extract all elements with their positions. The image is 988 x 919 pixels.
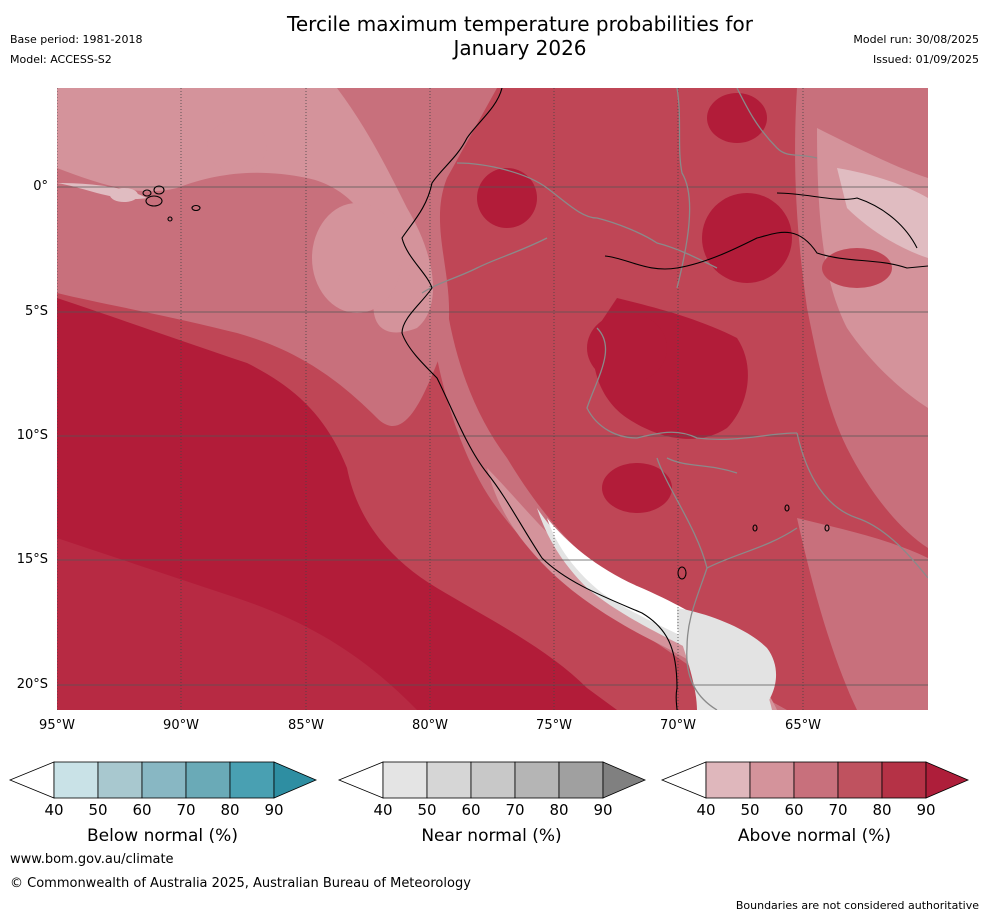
lon-label-80w: 80°W — [412, 718, 448, 733]
map-region-altiplano-gray — [677, 608, 777, 710]
cb3-tick-40: 40 — [696, 801, 716, 819]
cb1-tick-40: 40 — [44, 801, 64, 819]
lon-label-70w: 70°W — [660, 718, 696, 733]
map-blob-deep-1 — [702, 193, 792, 283]
footer-copyright: © Commonwealth of Australia 2025, Austra… — [10, 876, 471, 891]
probability-map — [57, 88, 928, 710]
cb2-tick-80: 80 — [549, 801, 569, 819]
map-blob-paler-1 — [110, 188, 138, 202]
colorbar-above-normal — [660, 761, 970, 799]
cb3-tick-70: 70 — [828, 801, 848, 819]
cb1-tick-50: 50 — [88, 801, 108, 819]
cb1-tick-60: 60 — [132, 801, 152, 819]
cb2-tick-50: 50 — [417, 801, 437, 819]
map-region-andes-white — [547, 518, 762, 698]
colorbar-above-label: Above normal (%) — [737, 826, 892, 846]
map-blob-ne-mid — [822, 248, 892, 288]
colorbar-near-normal — [337, 761, 647, 799]
map-blob-pale-1 — [207, 120, 267, 172]
country-borders — [421, 88, 928, 710]
title-line-2: January 2026 — [453, 36, 587, 60]
lon-label-85w: 85°W — [288, 718, 324, 733]
boundaries-note: Boundaries are not considered authoritat… — [735, 899, 979, 912]
colorbar-near-label: Near normal (%) — [421, 826, 562, 846]
cb1-tick-90: 90 — [264, 801, 284, 819]
lat-label-5s: 5°S — [24, 304, 48, 319]
issued-date: Issued: 01/09/2025 — [872, 53, 979, 66]
colorbar-below-normal — [8, 761, 318, 799]
footer-url: www.bom.gov.au/climate — [10, 852, 174, 867]
model-run: Model run: 30/08/2025 — [853, 33, 979, 46]
map-title: Tercile maximum temperature probabilitie… — [0, 12, 988, 60]
lon-label-95w: 95°W — [39, 718, 75, 733]
cb2-tick-40: 40 — [373, 801, 393, 819]
lon-label-90w: 90°W — [163, 718, 199, 733]
map-region-pacific-pale — [57, 88, 434, 333]
map-blob-deep-2 — [477, 168, 537, 228]
map-blob-deep-5 — [587, 313, 667, 383]
base-period: Base period: 1981-2018 — [10, 33, 143, 46]
cb1-tick-70: 70 — [176, 801, 196, 819]
lon-label-75w: 75°W — [536, 718, 572, 733]
cb2-tick-70: 70 — [505, 801, 525, 819]
lat-label-10s: 10°S — [16, 428, 48, 443]
cb2-tick-90: 90 — [593, 801, 613, 819]
cb3-tick-60: 60 — [784, 801, 804, 819]
map-blob-pale-2 — [312, 203, 402, 313]
model-name: Model: ACCESS-S2 — [10, 53, 112, 66]
map-region-deep-sw — [57, 298, 617, 710]
cb2-tick-60: 60 — [461, 801, 481, 819]
map-blob-deep-4 — [707, 93, 767, 143]
map-blob-deep-3 — [602, 463, 672, 513]
lat-label-0: 0° — [33, 179, 48, 194]
map-region-se-light — [797, 518, 928, 710]
lon-label-65w: 65°W — [785, 718, 821, 733]
cb3-tick-80: 80 — [872, 801, 892, 819]
cb3-tick-50: 50 — [740, 801, 760, 819]
map-region-ne-paler — [837, 168, 928, 258]
cb3-tick-90: 90 — [916, 801, 936, 819]
colorbar-below-label: Below normal (%) — [87, 826, 238, 846]
map-region-mid-band-1 — [57, 538, 417, 710]
meta-right: Model run: 30/08/2025 Issued: 01/09/2025 — [853, 30, 979, 70]
lat-label-15s: 15°S — [16, 552, 48, 567]
lat-gridlines — [57, 186, 928, 686]
title-line-1: Tercile maximum temperature probabilitie… — [287, 12, 753, 36]
coastlines — [142, 88, 928, 710]
lat-label-20s: 20°S — [16, 677, 48, 692]
meta-left: Base period: 1981-2018 Model: ACCESS-S2 — [10, 30, 142, 70]
cb1-tick-80: 80 — [220, 801, 240, 819]
